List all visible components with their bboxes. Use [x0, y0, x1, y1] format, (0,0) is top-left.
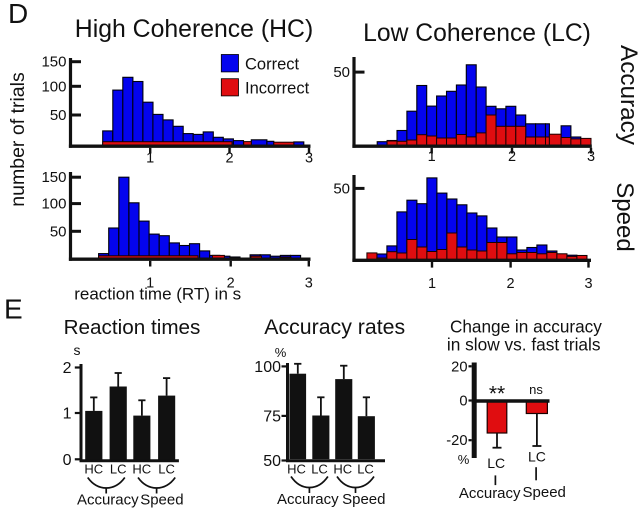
svg-text:D: D — [8, 0, 28, 29]
svg-text:LC: LC — [487, 455, 505, 471]
svg-text:Speed: Speed — [140, 492, 183, 509]
svg-text:50: 50 — [333, 64, 350, 81]
svg-text:HC: HC — [333, 462, 352, 477]
svg-text:2: 2 — [227, 275, 235, 291]
svg-text:2: 2 — [507, 276, 515, 292]
svg-text:Accuracy: Accuracy — [277, 491, 339, 508]
svg-text:1: 1 — [146, 275, 154, 291]
svg-text:1: 1 — [428, 276, 436, 292]
svg-text:HC: HC — [84, 462, 103, 477]
svg-text:Correct: Correct — [245, 55, 300, 73]
svg-text:**: ** — [489, 383, 505, 406]
svg-text:50: 50 — [50, 223, 67, 240]
svg-text:%: % — [458, 452, 470, 467]
svg-text:%: % — [275, 345, 287, 360]
svg-text:LC: LC — [528, 449, 546, 465]
svg-text:3: 3 — [587, 149, 595, 165]
svg-text:Speed: Speed — [523, 484, 566, 501]
svg-text:number of trials: number of trials — [7, 72, 29, 207]
svg-text:LC: LC — [158, 462, 175, 477]
svg-text:50: 50 — [263, 453, 281, 470]
svg-text:High Coherence (HC): High Coherence (HC) — [75, 16, 313, 43]
svg-text:Accuracy: Accuracy — [615, 45, 640, 146]
svg-text:LC: LC — [357, 462, 374, 477]
svg-text:Accuracy: Accuracy — [77, 492, 139, 509]
svg-text:3: 3 — [305, 275, 313, 291]
svg-text:s: s — [74, 342, 81, 358]
svg-text:1: 1 — [146, 151, 154, 167]
svg-text:100: 100 — [41, 78, 66, 95]
svg-text:Speed: Speed — [342, 491, 385, 508]
svg-text:75: 75 — [263, 408, 281, 425]
svg-text:2: 2 — [508, 149, 516, 165]
svg-text:HC: HC — [132, 462, 151, 477]
svg-text:150: 150 — [41, 54, 66, 71]
svg-text:3: 3 — [305, 151, 313, 167]
svg-text:HC: HC — [287, 462, 306, 477]
svg-text:Change in accuracy: Change in accuracy — [450, 317, 602, 337]
svg-text:-20: -20 — [446, 433, 467, 449]
svg-text:reaction time (RT) in s: reaction time (RT) in s — [74, 285, 241, 304]
svg-text:0: 0 — [459, 394, 467, 410]
svg-text:2: 2 — [225, 151, 233, 167]
svg-text:1: 1 — [63, 406, 72, 423]
svg-text:ns: ns — [529, 382, 543, 397]
svg-text:LC: LC — [311, 462, 328, 477]
svg-text:0: 0 — [63, 452, 72, 469]
svg-text:3: 3 — [584, 276, 592, 292]
svg-text:1: 1 — [428, 149, 436, 165]
svg-text:LC: LC — [110, 462, 127, 477]
svg-text:Incorrect: Incorrect — [245, 80, 310, 98]
svg-text:20: 20 — [451, 359, 467, 375]
svg-text:E: E — [4, 294, 23, 325]
svg-text:50: 50 — [50, 107, 67, 124]
svg-text:in slow vs. fast trials: in slow vs. fast trials — [447, 335, 601, 355]
svg-text:50: 50 — [333, 180, 350, 197]
svg-text:100: 100 — [41, 196, 66, 213]
svg-text:Speed: Speed — [611, 182, 638, 251]
svg-text:2: 2 — [63, 360, 72, 377]
svg-text:100: 100 — [254, 359, 281, 376]
svg-text:Low Coherence (LC): Low Coherence (LC) — [363, 20, 591, 47]
svg-text:Accuracy rates: Accuracy rates — [264, 315, 405, 339]
svg-text:Accuracy: Accuracy — [459, 485, 521, 502]
svg-text:Reaction times: Reaction times — [64, 316, 201, 339]
svg-text:150: 150 — [41, 169, 66, 186]
